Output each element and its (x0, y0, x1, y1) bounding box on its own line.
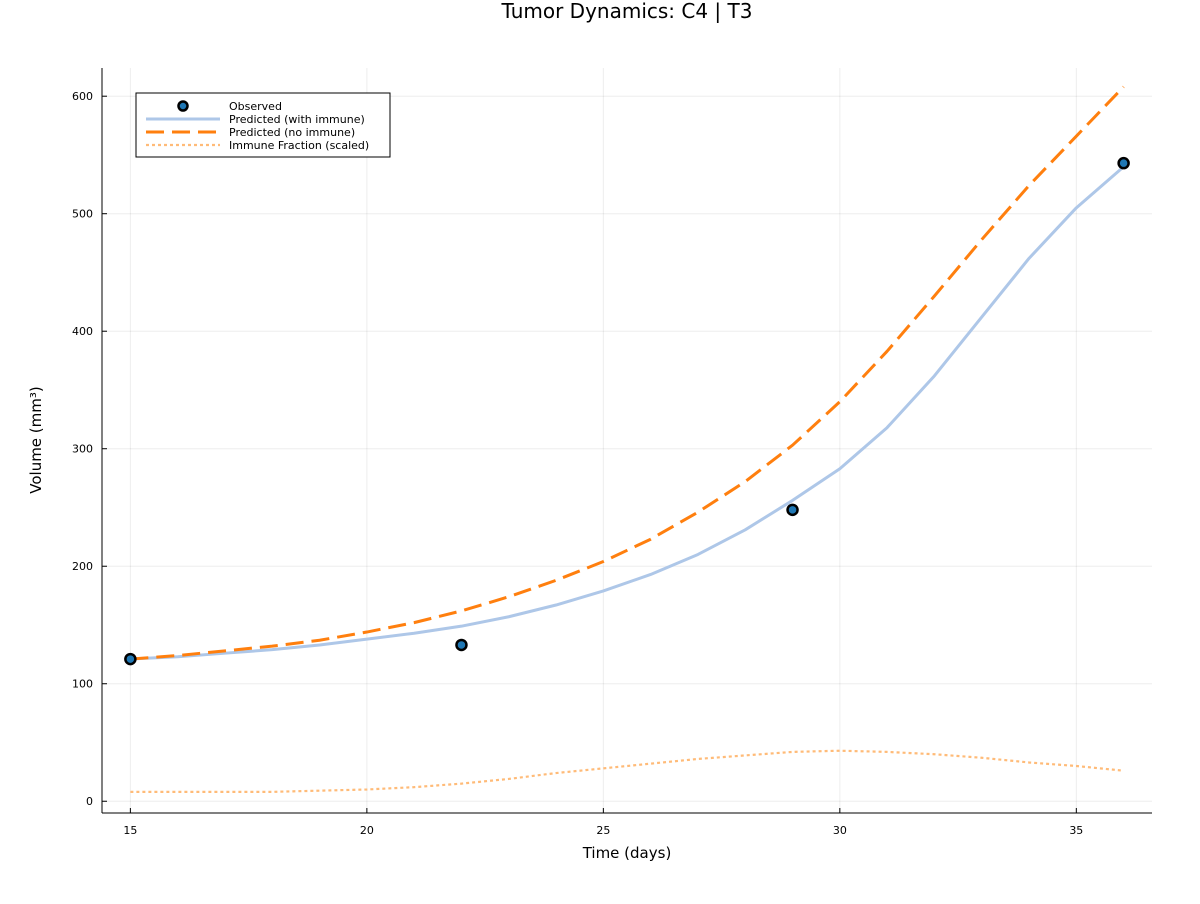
y-tick-label-6: 600 (72, 90, 93, 103)
series-line-1 (130, 165, 1125, 661)
y-tick-label-3: 300 (72, 443, 93, 456)
y-tick-label-0: 0 (86, 795, 93, 808)
x-tick-label-1: 20 (360, 824, 374, 837)
axes-layer: 15 20 25 30 35 0 100 200 300 400 500 600 (72, 68, 1152, 837)
x-axis-label: Time (days) (582, 844, 672, 862)
series-layer (124, 85, 1130, 793)
legend-label-3: Immune Fraction (scaled) (229, 139, 369, 152)
observed-point-3 (1117, 156, 1130, 170)
y-tick-label-4: 400 (72, 325, 93, 338)
x-tick-label-3: 30 (833, 824, 847, 837)
x-tick-label-4: 35 (1069, 824, 1083, 837)
legend-label-0: Observed (229, 100, 282, 113)
series-line-3 (130, 749, 1124, 793)
y-tick-label-5: 500 (72, 208, 93, 221)
x-tick-label-0: 15 (123, 824, 137, 837)
observed-point-0 (124, 652, 137, 666)
x-tick-label-2: 25 (596, 824, 610, 837)
legend-label-1: Predicted (with immune) (229, 113, 365, 126)
observed-point-2 (786, 503, 799, 517)
y-tick-label-2: 200 (72, 560, 93, 573)
observed-point-1 (455, 638, 468, 652)
series-line-2 (130, 85, 1125, 661)
legend-label-2: Predicted (no immune) (229, 126, 355, 139)
chart-title: Tumor Dynamics: C4 | T3 (501, 0, 753, 23)
y-tick-label-1: 100 (72, 678, 93, 691)
y-axis-label: Volume (mm³) (27, 386, 45, 494)
grid-layer (102, 68, 1152, 813)
legend-marker-0 (177, 100, 189, 112)
